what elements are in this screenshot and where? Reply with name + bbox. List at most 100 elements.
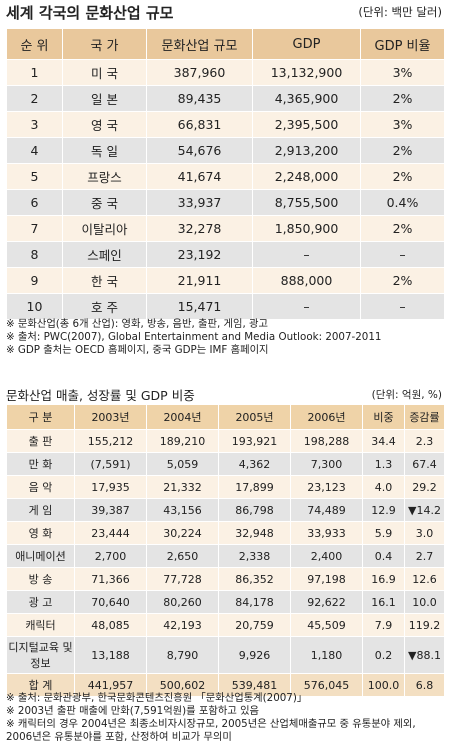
cell: 스페인 (62, 241, 147, 268)
cell: 100.0 (362, 673, 405, 697)
cell: 66,831 (146, 111, 253, 138)
cell: 애니메이션 (6, 544, 75, 568)
cell: 2.7 (404, 544, 445, 568)
header-cell: 증감률 (404, 404, 445, 430)
cell: 2,248,000 (252, 163, 361, 190)
header-cell: 비중 (362, 404, 405, 430)
cell: – (360, 241, 445, 268)
cell: 92,622 (290, 590, 363, 614)
cell: 30,224 (146, 521, 219, 545)
cell: 387,960 (146, 59, 253, 86)
cell: 캐릭터 (6, 613, 75, 637)
cell: 84,178 (218, 590, 291, 614)
cell: 2% (360, 215, 445, 242)
cell: 0.2 (362, 636, 405, 674)
row: 10 호 주 15,471– – (6, 293, 445, 320)
row: 출 판 155,212 189,210 193,921 198,288 34.4 2.3 (6, 429, 445, 453)
cell: 7.9 (362, 613, 405, 637)
cell: 2,338 (218, 544, 291, 568)
cell: 13,188 (74, 636, 147, 674)
cell: 중 국 (62, 189, 147, 216)
cell: – (360, 293, 445, 320)
cell: 2,700 (74, 544, 147, 568)
cell: 호 주 (62, 293, 147, 320)
cell: 10.0 (404, 590, 445, 614)
cell: 23,444 (74, 521, 147, 545)
cell: 3% (360, 59, 445, 86)
cell: ▼14.2 (404, 498, 445, 522)
cell: 2,650 (146, 544, 219, 568)
cell: 0.4% (360, 189, 445, 216)
header-cell: GDP 비율 (360, 28, 445, 60)
row: 8 스페인 23,192– – (6, 241, 445, 268)
cell: 2,400 (290, 544, 363, 568)
cell: 0.4 (362, 544, 405, 568)
header-cell: 문화산업 규모 (146, 28, 253, 60)
row: 만 화 (7,591) 5,059 4,362 7,300 1.3 67.4 (6, 452, 445, 476)
cell: 5.9 (362, 521, 405, 545)
cell: 12.6 (404, 567, 445, 591)
cell: 2,913,200 (252, 137, 361, 164)
cell: 12.9 (362, 498, 405, 522)
table1-notes: ※ 문화산업(총 6개 산업): 영화, 방송, 음반, 출판, 게임, 광고 ※… (6, 318, 444, 357)
cell: 71,366 (74, 567, 147, 591)
cell: 198,288 (290, 429, 363, 453)
cell: 54,676 (146, 137, 253, 164)
cell: 29.2 (404, 475, 445, 499)
cell: 2 (6, 85, 63, 112)
cell: 16.1 (362, 590, 405, 614)
cell: 영 국 (62, 111, 147, 138)
header-cell: 순 위 (6, 28, 63, 60)
cell: 2% (360, 163, 445, 190)
cell: 2% (360, 267, 445, 294)
note-line: ※ 출처: 문화관광부, 한국문화콘텐츠진흥원 「문화산업통계(2007)」 (6, 692, 308, 704)
cell: 119.2 (404, 613, 445, 637)
row: 7 이탈리아 32,278 1,850,900 2% (6, 215, 445, 242)
cell: 한 국 (62, 267, 147, 294)
cell: 1,180 (290, 636, 363, 674)
table1-title: 세계 각국의 문화산업 규모 (6, 4, 174, 22)
cell: 디지털교육 및 정보 (6, 636, 75, 674)
cell: 4,362 (218, 452, 291, 476)
row: 캐릭터 48,085 42,193 20,759 45,509 7.9 119.2 (6, 613, 445, 637)
cell: 539,481 (218, 673, 291, 697)
cell: 888,000 (252, 267, 361, 294)
note-line: ※ 2003년 출판 매출에 만화(7,591억원)를 포함하고 있음 (6, 705, 260, 717)
cell: 합 계 (6, 673, 75, 697)
header-cell: GDP (252, 28, 361, 60)
table2: 구 분 2003년 2004년 2005년 2006년 비중 증감률 출 판 155,212 18… (6, 404, 445, 697)
cell: 프랑스 (62, 163, 147, 190)
cell: 17,935 (74, 475, 147, 499)
cell: – (252, 293, 361, 320)
cell: (7,591) (74, 452, 147, 476)
cell: 80,260 (146, 590, 219, 614)
cell: 광 고 (6, 590, 75, 614)
note-line: ※ 캐릭터의 경우 2004년은 최종소비자시장규모, 2005년은 산업체매출… (6, 718, 416, 743)
row: 영 화 23,444 30,224 32,948 33,933 5.9 3.0 (6, 521, 445, 545)
cell: 42,193 (146, 613, 219, 637)
cell: 41,674 (146, 163, 253, 190)
cell: 1 (6, 59, 63, 86)
cell: – (252, 241, 361, 268)
table2-unit: (단위: 억원, %) (371, 389, 442, 401)
cell: 영 화 (6, 521, 75, 545)
cell: 32,278 (146, 215, 253, 242)
cell: 3.0 (404, 521, 445, 545)
row: 게 임 39,387 43,156 86,798 74,489 12.9 ▼14.2 (6, 498, 445, 522)
cell: 97,198 (290, 567, 363, 591)
cell: 21,332 (146, 475, 219, 499)
row: 방 송 71,366 77,728 86,352 97,198 16.9 12.6 (6, 567, 445, 591)
cell: 3 (6, 111, 63, 138)
cell: 155,212 (74, 429, 147, 453)
cell: 방 송 (6, 567, 75, 591)
cell: 6.8 (404, 673, 445, 697)
cell: 게 임 (6, 498, 75, 522)
cell: 10 (6, 293, 63, 320)
table2-notes: ※ 출처: 문화관광부, 한국문화콘텐츠진흥원 「문화산업통계(2007)」 ※ … (6, 692, 444, 744)
cell: 86,798 (218, 498, 291, 522)
cell: 67.4 (404, 452, 445, 476)
